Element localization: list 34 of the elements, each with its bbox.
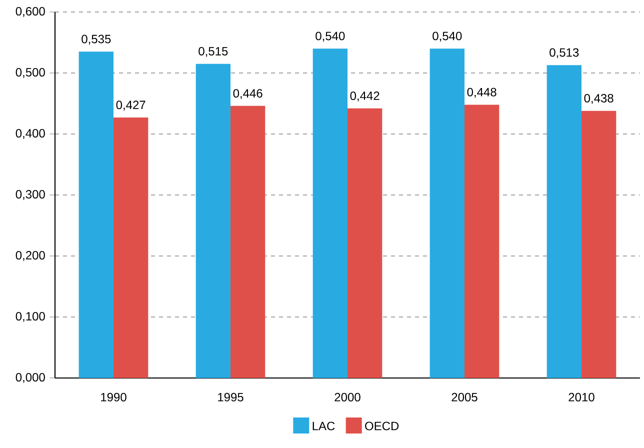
y-tick-label: 0,300 [16,190,45,200]
bar [430,48,464,378]
data-label: 0,515 [198,46,228,57]
data-label: 0,535 [82,34,111,45]
y-tick-label: 0,000 [16,373,45,383]
data-label: 0,438 [584,94,614,104]
bar [581,110,616,378]
data-label: 0,540 [316,32,345,42]
x-tick-label: 2000 [334,392,360,402]
x-tick-label: 1995 [218,392,244,402]
bar [464,104,500,378]
data-label: 0,427 [116,100,146,111]
legend-label: OECD [365,422,399,430]
data-label: 0,513 [550,48,579,58]
bar [196,64,230,378]
x-tick-label: 1990 [101,392,126,402]
data-label: 0,442 [350,92,380,102]
x-tick-label: 2005 [452,392,478,402]
legend-label: LAC [312,422,335,430]
bar [78,52,114,378]
bar [312,48,348,378]
data-label: 0,446 [233,89,262,99]
bar [348,108,382,378]
y-tick-label: 0,600 [16,7,45,17]
data-label: 0,540 [432,32,462,42]
y-tick-label: 0,100 [16,312,45,322]
data-label: 0,448 [467,88,496,98]
y-tick-label: 0,500 [16,68,45,78]
bar [114,118,148,378]
y-tick-label: 0,400 [16,129,45,139]
bar [230,106,266,378]
bar [546,65,582,378]
y-tick-label: 0,200 [16,251,45,261]
x-tick-label: 2010 [568,392,594,402]
